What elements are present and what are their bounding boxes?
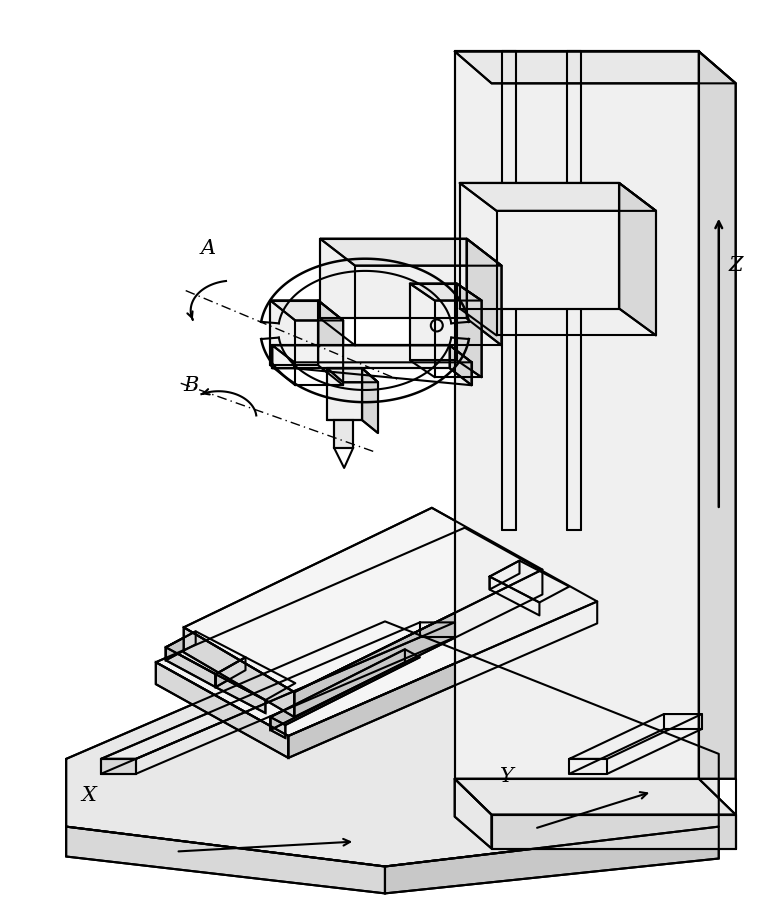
Polygon shape <box>490 560 569 603</box>
Polygon shape <box>410 283 457 360</box>
Polygon shape <box>270 649 420 725</box>
Polygon shape <box>385 826 719 893</box>
Polygon shape <box>66 622 719 866</box>
Polygon shape <box>320 239 501 266</box>
Polygon shape <box>101 623 455 759</box>
Polygon shape <box>699 52 736 779</box>
Polygon shape <box>327 368 362 420</box>
Polygon shape <box>320 239 467 319</box>
Polygon shape <box>455 779 491 849</box>
Polygon shape <box>455 779 736 815</box>
Polygon shape <box>272 346 449 368</box>
Polygon shape <box>270 649 405 730</box>
Polygon shape <box>66 826 385 893</box>
Polygon shape <box>166 647 216 687</box>
Polygon shape <box>569 714 702 759</box>
Text: Z: Z <box>729 256 743 275</box>
Polygon shape <box>216 657 246 687</box>
Polygon shape <box>410 283 481 300</box>
Polygon shape <box>569 759 607 774</box>
Polygon shape <box>449 346 472 386</box>
Text: A: A <box>201 239 216 258</box>
Polygon shape <box>156 662 288 757</box>
Polygon shape <box>270 300 343 320</box>
Text: B: B <box>184 376 199 395</box>
Polygon shape <box>334 420 353 448</box>
Polygon shape <box>184 508 542 692</box>
Polygon shape <box>491 814 736 849</box>
Text: X: X <box>81 786 96 805</box>
Polygon shape <box>362 368 378 433</box>
Polygon shape <box>490 576 539 615</box>
Polygon shape <box>460 183 656 211</box>
Polygon shape <box>216 657 295 700</box>
Polygon shape <box>272 346 472 362</box>
Polygon shape <box>270 300 318 366</box>
Polygon shape <box>295 569 542 717</box>
Polygon shape <box>467 239 501 346</box>
Polygon shape <box>166 632 195 661</box>
Polygon shape <box>457 283 481 377</box>
Polygon shape <box>327 368 378 382</box>
Polygon shape <box>288 602 597 757</box>
Polygon shape <box>455 52 736 83</box>
Polygon shape <box>460 183 619 309</box>
Polygon shape <box>272 346 295 368</box>
Text: Y: Y <box>500 767 513 786</box>
Polygon shape <box>318 300 343 386</box>
Polygon shape <box>216 674 266 713</box>
Polygon shape <box>101 759 136 774</box>
Polygon shape <box>490 560 520 589</box>
Polygon shape <box>156 528 597 736</box>
Polygon shape <box>619 183 656 336</box>
Polygon shape <box>455 52 699 779</box>
Polygon shape <box>166 632 246 674</box>
Polygon shape <box>184 627 295 717</box>
Polygon shape <box>270 717 285 738</box>
